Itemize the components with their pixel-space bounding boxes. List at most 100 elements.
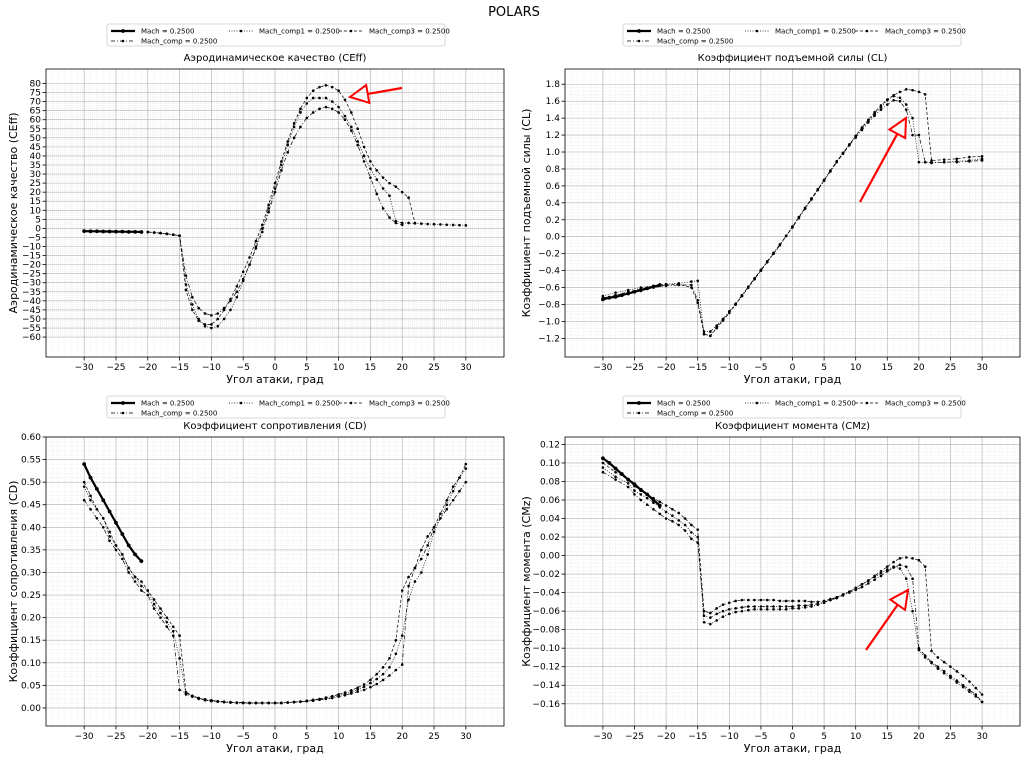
- data-point: [936, 656, 940, 659]
- data-point: [210, 323, 213, 326]
- data-point: [146, 589, 150, 592]
- data-point: [356, 686, 359, 689]
- data-point: [803, 604, 807, 607]
- data-point: [375, 169, 379, 172]
- data-point: [394, 652, 398, 656]
- data-point: [400, 634, 404, 637]
- panel-title: Коэффициент подъемной силы (CL): [698, 53, 888, 64]
- x-axis-label: Угол атаки, град: [744, 373, 842, 386]
- x-tick-label: 25: [428, 363, 439, 373]
- data-point: [375, 672, 379, 676]
- red-arrow-annotation: [859, 116, 908, 203]
- data-point: [362, 154, 366, 158]
- data-point: [152, 231, 156, 234]
- data-point: [140, 589, 143, 592]
- data-point: [121, 557, 124, 561]
- data-point: [930, 159, 933, 162]
- data-point: [734, 303, 737, 306]
- data-point: [721, 609, 725, 613]
- data-point: [197, 696, 200, 700]
- data-point: [120, 532, 125, 536]
- data-point: [759, 607, 763, 611]
- data-point: [911, 557, 914, 560]
- data-point: [203, 312, 207, 315]
- data-point: [464, 480, 468, 484]
- x-tick-label: −10: [202, 732, 221, 742]
- y-tick-label: −5: [28, 233, 41, 243]
- legend: Mach = 0.2500 Mach_comp = 0.2500 Mach_comp…: [622, 23, 966, 47]
- data-point: [601, 470, 605, 474]
- data-point: [89, 507, 92, 511]
- data-point: [942, 160, 946, 164]
- data-point: [203, 698, 207, 702]
- series-line: [147, 106, 403, 316]
- data-point: [191, 295, 194, 299]
- data-point: [974, 695, 978, 698]
- legend-marker: [755, 401, 759, 405]
- x-tick-label: −30: [593, 363, 612, 373]
- data-point: [318, 107, 321, 111]
- data-point: [432, 222, 436, 226]
- data-point: [388, 656, 391, 660]
- data-point: [426, 544, 429, 547]
- data-point: [400, 221, 404, 225]
- data-point: [439, 512, 442, 516]
- data-point: [904, 108, 908, 111]
- data-point: [626, 482, 630, 485]
- data-point: [923, 565, 927, 568]
- data-point: [305, 102, 309, 105]
- series-mach_comp: [146, 105, 404, 317]
- data-point: [324, 96, 328, 100]
- data-point: [968, 155, 971, 159]
- panel-title: Аэродинамическое качество (CEff): [184, 53, 367, 64]
- series-line: [602, 457, 661, 507]
- data-point: [318, 85, 321, 89]
- data-point: [133, 229, 137, 234]
- data-point: [343, 114, 347, 118]
- data-point: [702, 614, 706, 618]
- data-point: [420, 571, 423, 574]
- y-tick-label: −20: [22, 261, 41, 271]
- legend: Mach = 0.2500 Mach_comp = 0.2500 Mach_comp…: [622, 395, 966, 419]
- y-tick-label: −0.04: [532, 589, 560, 599]
- x-tick-label: 20: [396, 732, 408, 742]
- data-point: [420, 557, 423, 561]
- data-point: [464, 462, 468, 466]
- data-point: [413, 580, 417, 583]
- data-point: [690, 286, 693, 289]
- data-point: [980, 154, 984, 158]
- data-point: [677, 523, 681, 527]
- data-point: [286, 151, 290, 154]
- data-point: [146, 230, 150, 234]
- legend-label: Mach_comp1 = 0.2500: [259, 28, 340, 36]
- data-point: [184, 288, 188, 292]
- data-point: [778, 605, 782, 608]
- data-point: [362, 685, 366, 689]
- data-point: [709, 616, 712, 619]
- data-point: [822, 601, 826, 605]
- data-point: [892, 560, 895, 564]
- data-point: [885, 570, 889, 573]
- x-tick-label: 15: [365, 732, 376, 742]
- y-tick-label: 0.6: [546, 182, 561, 192]
- x-tick-label: 25: [945, 363, 956, 373]
- data-point: [797, 599, 801, 603]
- data-point: [671, 507, 674, 511]
- data-point: [917, 160, 921, 164]
- data-point: [911, 609, 914, 613]
- data-point: [968, 688, 971, 692]
- y-tick-label: −10: [22, 243, 41, 253]
- panel-title: Коэффициент сопротивления (CD): [183, 421, 367, 432]
- data-point: [885, 568, 889, 571]
- data-point: [911, 88, 914, 92]
- data-point: [772, 607, 775, 611]
- data-point: [381, 176, 385, 179]
- y-tick-label: −0.6: [538, 284, 560, 294]
- data-point: [784, 605, 788, 608]
- data-point: [690, 280, 693, 283]
- data-point: [101, 526, 105, 529]
- data-point: [171, 629, 175, 633]
- data-point: [822, 178, 826, 182]
- data-point: [273, 187, 277, 190]
- data-point: [696, 279, 700, 283]
